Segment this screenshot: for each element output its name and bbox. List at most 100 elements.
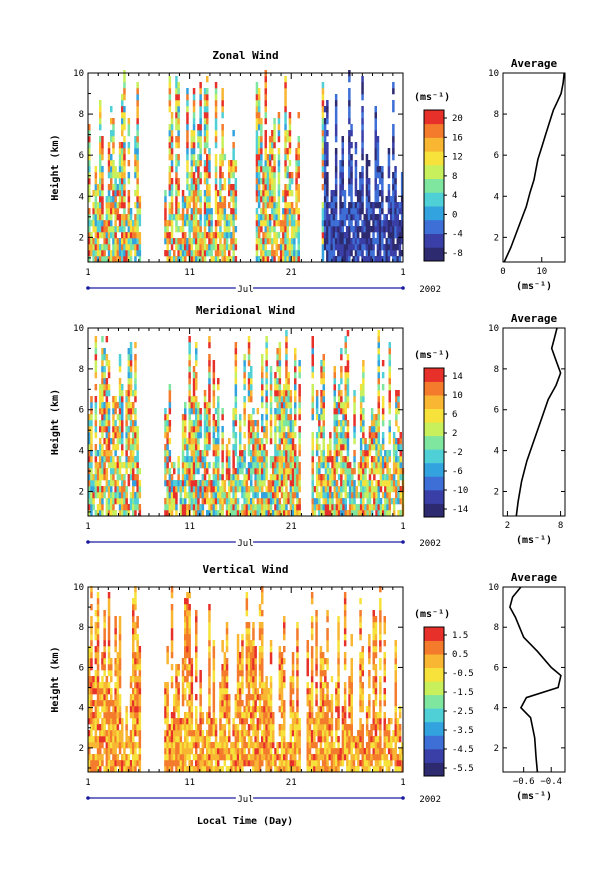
heatmap-cell (101, 432, 104, 439)
heatmap-cell (134, 202, 137, 209)
heatmap-cell (353, 396, 356, 403)
y-tick-label: 4 (79, 447, 84, 457)
heatmap-cell (168, 730, 172, 737)
heatmap-cell (96, 462, 100, 469)
heatmap-cell (258, 438, 262, 445)
heatmap-cell (223, 244, 227, 251)
heatmap-cell (315, 504, 319, 511)
heatmap-cell (88, 706, 91, 713)
heatmap-cell (344, 486, 347, 493)
heatmap-cell (362, 420, 365, 427)
heatmap-cell (344, 480, 347, 487)
heatmap-cell (258, 498, 262, 505)
heatmap-cell (340, 408, 343, 415)
heatmap-cell (188, 342, 191, 349)
heatmap-cell (346, 396, 350, 403)
heatmap-cell (123, 462, 126, 469)
heatmap-cell (323, 178, 327, 185)
heatmap-cell (203, 414, 207, 421)
heatmap-cell (286, 136, 289, 143)
heatmap-cell (181, 468, 185, 475)
heatmap-cell (381, 190, 384, 197)
heatmap-cell (392, 474, 396, 481)
heatmap-cell (276, 504, 279, 511)
heatmap-cell (177, 670, 180, 677)
heatmap-cell (387, 256, 391, 263)
heatmap-cell (101, 450, 104, 457)
heatmap-cell (99, 408, 102, 415)
heatmap-cell (278, 462, 282, 469)
heatmap-cell (354, 190, 358, 197)
heatmap-cell (252, 468, 255, 475)
heatmap-cell (247, 468, 251, 475)
heatmap-cell (293, 244, 296, 251)
heatmap-cell (339, 184, 342, 191)
heatmap-cell (284, 184, 287, 191)
heatmap-cell (344, 474, 347, 481)
heatmap-cell (232, 408, 235, 415)
heatmap-cell (208, 426, 211, 433)
heatmap-cell (345, 238, 349, 245)
heatmap-cell (320, 390, 323, 397)
heatmap-cell (192, 208, 196, 215)
heatmap-cell (125, 736, 128, 743)
heatmap-cell (392, 480, 396, 487)
heatmap-cell (326, 492, 330, 499)
heatmap-cell (362, 432, 365, 439)
heatmap-cell (184, 214, 187, 221)
heatmap-cell (99, 682, 102, 689)
heatmap-cell (116, 462, 120, 469)
heatmap-cell (103, 372, 106, 379)
heatmap-cell (188, 628, 191, 635)
heatmap-cell (295, 250, 298, 257)
colorbar-tick-label: 6 (452, 410, 457, 420)
heatmap-cell (177, 694, 180, 701)
heatmap-cell (268, 196, 272, 203)
heatmap-cell (132, 408, 135, 415)
heatmap-cell (186, 88, 189, 95)
heatmap-cell (329, 492, 332, 499)
heatmap-cell (232, 256, 235, 263)
heatmap-cell (225, 256, 229, 263)
average-x-label: (ms⁻¹) (516, 281, 552, 292)
heatmap-cell (365, 208, 369, 215)
heatmap-cell (195, 498, 198, 505)
heatmap-cell (179, 504, 183, 511)
heatmap-cell (96, 232, 100, 239)
heatmap-cell (94, 348, 98, 355)
heatmap-cell (297, 154, 300, 161)
heatmap-cell (217, 250, 220, 257)
heatmap-cell (362, 474, 365, 481)
heatmap-cell (262, 244, 265, 251)
heatmap-cell (105, 196, 109, 203)
heatmap-cell (112, 474, 115, 481)
heatmap-cell (395, 480, 398, 487)
heatmap-cell (217, 474, 220, 481)
heatmap-cell (297, 190, 300, 197)
heatmap-cell (320, 480, 323, 487)
heatmap-cell (255, 118, 259, 125)
heatmap-cell (123, 124, 126, 131)
heatmap-cell (181, 742, 185, 749)
heatmap-cell (230, 510, 233, 517)
heatmap-cell (136, 426, 139, 433)
heatmap-cell (116, 256, 120, 263)
heatmap-cell (181, 766, 185, 773)
heatmap-cell (188, 634, 191, 641)
heatmap-cell (136, 190, 139, 197)
heatmap-cell (321, 82, 325, 89)
colorbar-swatch (424, 247, 444, 262)
heatmap-cell (297, 196, 300, 203)
heatmap-cell (116, 190, 120, 197)
heatmap-cell (326, 456, 330, 463)
heatmap-cell (181, 676, 185, 683)
heatmap-cell (92, 226, 95, 233)
heatmap-cell (367, 202, 371, 209)
heatmap-cell (286, 250, 289, 257)
heatmap-cell (114, 748, 117, 755)
heatmap-cell (206, 136, 209, 143)
heatmap-cell (250, 432, 253, 439)
heatmap-cell (186, 610, 189, 617)
heatmap-cell (332, 250, 336, 257)
